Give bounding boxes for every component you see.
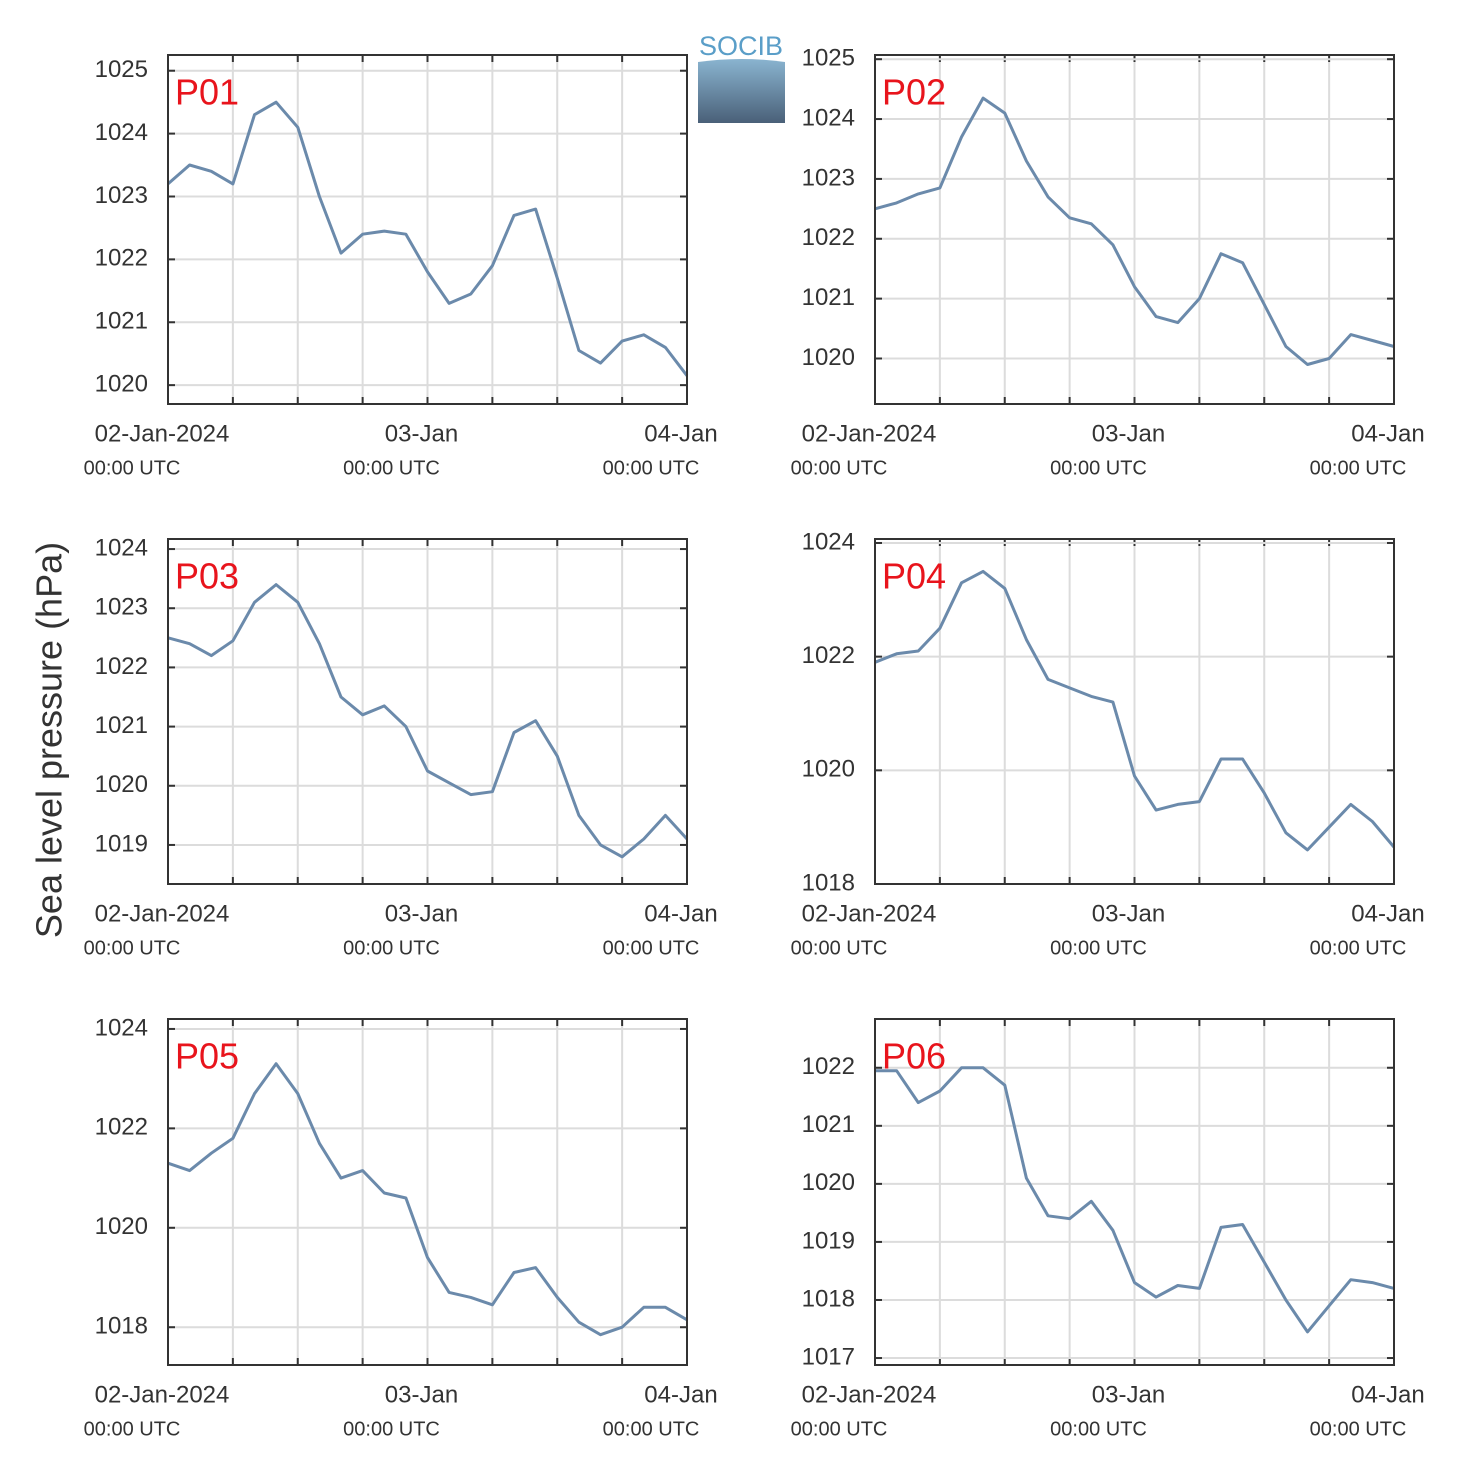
x-tick-label: 03-Jan bbox=[385, 420, 458, 447]
y-tick-label: 1019 bbox=[802, 1227, 855, 1254]
y-tick-label: 1022 bbox=[802, 224, 855, 251]
y-tick-label: 1022 bbox=[802, 642, 855, 669]
y-tick-label: 1024 bbox=[95, 1014, 148, 1041]
x-tick-sublabel: 00:00 UTC bbox=[1050, 457, 1147, 479]
y-tick-label: 1022 bbox=[95, 245, 148, 272]
plot-frame bbox=[874, 54, 1395, 405]
x-tick-sublabel: 00:00 UTC bbox=[603, 457, 700, 479]
x-tick-label: 04-Jan bbox=[644, 1381, 717, 1408]
y-tick-label: 1024 bbox=[95, 119, 148, 146]
x-tick-label: 02-Jan-2024 bbox=[95, 420, 230, 447]
x-tick-sublabel: 00:00 UTC bbox=[343, 937, 440, 959]
data-line bbox=[874, 569, 1396, 852]
x-tick-sublabel: 00:00 UTC bbox=[791, 1418, 888, 1440]
logo: SOCIB bbox=[698, 31, 785, 123]
x-tick-label: 04-Jan bbox=[644, 900, 717, 927]
y-axis-label: Sea level pressure (hPa) bbox=[29, 542, 70, 938]
panel: 02-Jan-2024 00:00 UTC 03-Jan 00:00 UTC 04-Ja… bbox=[84, 1014, 718, 1440]
x-tick-sublabel: 00:00 UTC bbox=[84, 457, 181, 479]
x-tick-sublabel: 00:00 UTC bbox=[603, 937, 700, 959]
x-tick-label: 03-Jan bbox=[1092, 420, 1165, 447]
x-tick-sublabel: 00:00 UTC bbox=[791, 937, 888, 959]
y-tick-label: 1018 bbox=[95, 1313, 148, 1340]
panel: 02-Jan-2024 00:00 UTC 03-Jan 00:00 UTC 04-Ja… bbox=[791, 1018, 1425, 1440]
x-tick-label: 03-Jan bbox=[1092, 1381, 1165, 1408]
x-tick-label: 02-Jan-2024 bbox=[95, 900, 230, 927]
x-tick-label: 02-Jan-2024 bbox=[802, 900, 937, 927]
y-tick-label: 1020 bbox=[802, 344, 855, 371]
x-tick-label: 04-Jan bbox=[644, 420, 717, 447]
x-tick-label: 03-Jan bbox=[385, 900, 458, 927]
y-tick-label: 1022 bbox=[95, 653, 148, 680]
y-tick-label: 1022 bbox=[95, 1114, 148, 1141]
y-tick-label: 1025 bbox=[802, 45, 855, 72]
y-tick-label: 1024 bbox=[802, 528, 855, 555]
y-tick-label: 1021 bbox=[802, 1111, 855, 1138]
panel-title: P05 bbox=[175, 1036, 239, 1077]
data-line bbox=[167, 1062, 688, 1337]
panel-title: P01 bbox=[175, 72, 239, 113]
panel: 02-Jan-2024 00:00 UTC 03-Jan 00:00 UTC 04-Ja… bbox=[84, 534, 718, 959]
x-tick-sublabel: 00:00 UTC bbox=[343, 457, 440, 479]
y-tick-label: 1018 bbox=[802, 1285, 855, 1312]
y-tick-label: 1023 bbox=[95, 182, 148, 209]
x-tick-sublabel: 00:00 UTC bbox=[1050, 1418, 1147, 1440]
y-tick-label: 1024 bbox=[802, 104, 855, 131]
plot-frame bbox=[167, 538, 688, 885]
x-tick-sublabel: 00:00 UTC bbox=[84, 937, 181, 959]
y-tick-label: 1023 bbox=[95, 594, 148, 621]
panel: 02-Jan-2024 00:00 UTC 03-Jan 00:00 UTC 04-Ja… bbox=[791, 528, 1425, 959]
y-tick-label: 1019 bbox=[95, 830, 148, 857]
panel-title: P06 bbox=[882, 1036, 946, 1077]
plot-frame bbox=[167, 1018, 688, 1366]
x-tick-label: 02-Jan-2024 bbox=[95, 1381, 230, 1408]
y-tick-label: 1020 bbox=[802, 1169, 855, 1196]
y-tick-label: 1021 bbox=[95, 712, 148, 739]
x-tick-sublabel: 00:00 UTC bbox=[84, 1418, 181, 1440]
y-tick-label: 1022 bbox=[802, 1053, 855, 1080]
y-tick-label: 1020 bbox=[95, 771, 148, 798]
x-tick-sublabel: 00:00 UTC bbox=[1310, 1418, 1407, 1440]
plot-frame bbox=[874, 1018, 1395, 1366]
y-tick-label: 1021 bbox=[95, 308, 148, 335]
y-tick-label: 1020 bbox=[95, 370, 148, 397]
x-tick-sublabel: 00:00 UTC bbox=[603, 1418, 700, 1440]
x-tick-label: 04-Jan bbox=[1351, 420, 1424, 447]
panel: 02-Jan-2024 00:00 UTC 03-Jan 00:00 UTC 04-Ja… bbox=[791, 45, 1425, 480]
y-tick-label: 1018 bbox=[802, 869, 855, 896]
x-tick-label: 03-Jan bbox=[385, 1381, 458, 1408]
y-tick-label: 1023 bbox=[802, 164, 855, 191]
data-line bbox=[875, 1066, 1395, 1334]
x-tick-sublabel: 00:00 UTC bbox=[1310, 457, 1407, 479]
x-tick-sublabel: 00:00 UTC bbox=[791, 457, 888, 479]
y-tick-label: 1020 bbox=[95, 1213, 148, 1240]
panel-title: P04 bbox=[882, 556, 946, 597]
x-tick-sublabel: 00:00 UTC bbox=[1050, 937, 1147, 959]
x-tick-sublabel: 00:00 UTC bbox=[343, 1418, 440, 1440]
y-tick-label: 1025 bbox=[95, 56, 148, 83]
logo-shape bbox=[698, 59, 785, 123]
panel: 02-Jan-2024 00:00 UTC 03-Jan 00:00 UTC 04-Ja… bbox=[84, 54, 718, 479]
y-tick-label: 1024 bbox=[95, 534, 148, 561]
panel-title: P03 bbox=[175, 556, 239, 597]
x-tick-label: 04-Jan bbox=[1351, 900, 1424, 927]
logo-text: SOCIB bbox=[699, 31, 783, 61]
x-tick-label: 04-Jan bbox=[1351, 1381, 1424, 1408]
data-line bbox=[874, 96, 1395, 366]
x-tick-label: 02-Jan-2024 bbox=[802, 420, 937, 447]
y-tick-label: 1021 bbox=[802, 284, 855, 311]
plot-frame bbox=[874, 538, 1395, 885]
x-tick-sublabel: 00:00 UTC bbox=[1310, 937, 1407, 959]
y-tick-label: 1017 bbox=[802, 1343, 855, 1370]
data-line bbox=[167, 100, 689, 377]
x-tick-label: 03-Jan bbox=[1092, 900, 1165, 927]
plot-frame bbox=[167, 54, 688, 405]
panel-title: P02 bbox=[882, 72, 946, 113]
y-tick-label: 1020 bbox=[802, 756, 855, 783]
x-tick-label: 02-Jan-2024 bbox=[802, 1381, 937, 1408]
data-line bbox=[167, 583, 689, 859]
